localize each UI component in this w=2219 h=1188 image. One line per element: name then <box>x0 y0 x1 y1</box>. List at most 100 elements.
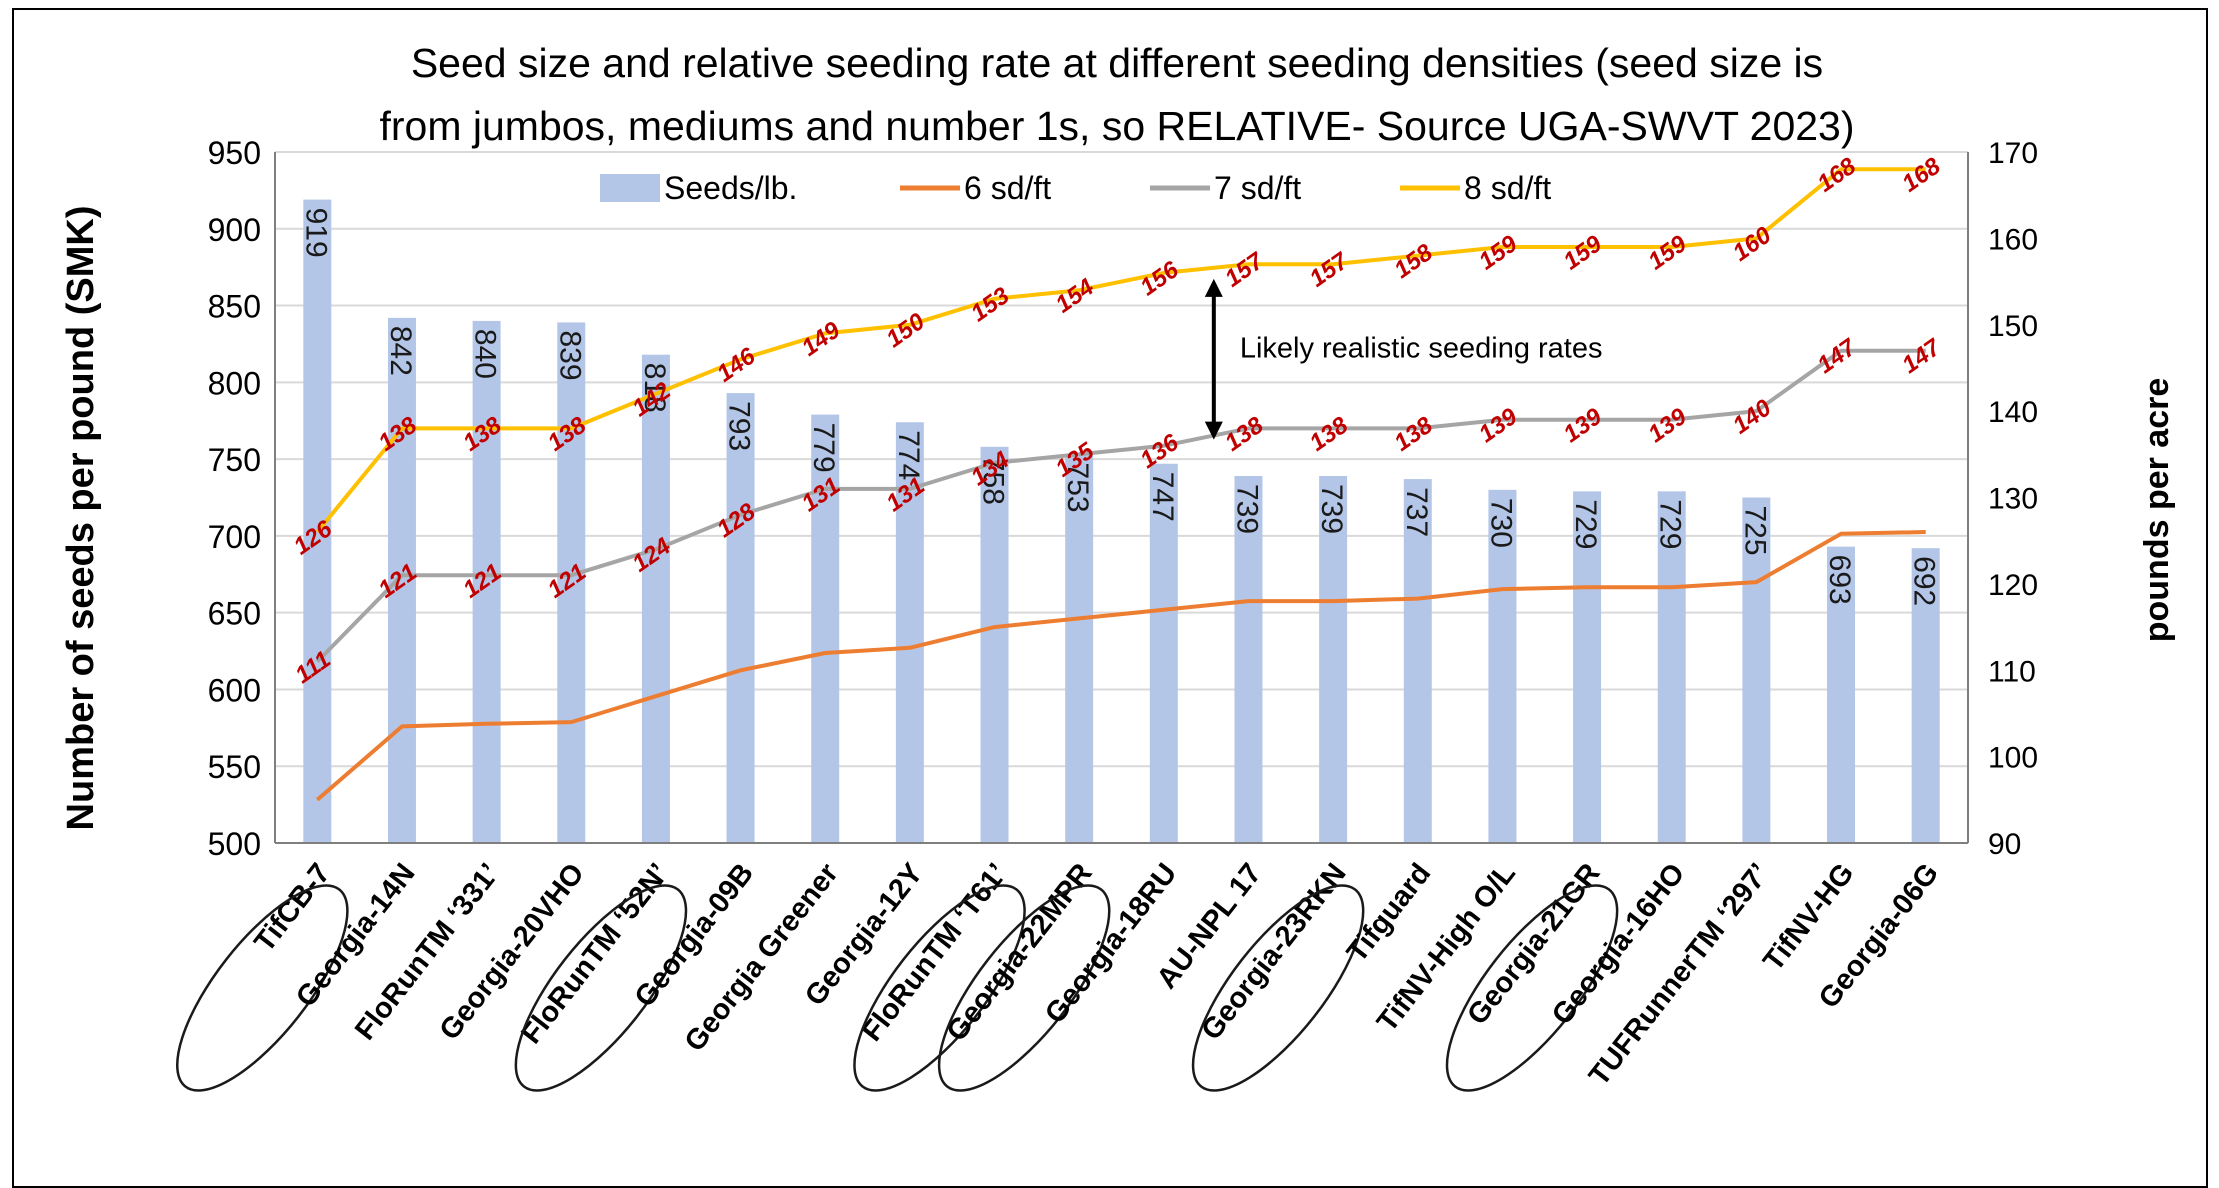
legend-swatch-bar <box>600 174 660 202</box>
y-tick-label: 850 <box>208 289 261 325</box>
bar <box>811 414 840 843</box>
y-tick-label: 700 <box>208 519 261 555</box>
arrowhead-up <box>1204 278 1223 297</box>
bar-value-label: 739 <box>1315 484 1348 534</box>
bar-value-label: 747 <box>1146 472 1179 522</box>
bar <box>472 320 501 843</box>
line-value-label: 153 <box>966 282 1015 327</box>
category-label: FloRunTM ‘T61’ <box>856 858 1014 1048</box>
line-value-label: 154 <box>1051 274 1099 319</box>
bar <box>980 446 1009 843</box>
y-axis-title: Number of seeds per pound (SMK) <box>60 206 102 831</box>
line-value-label: 139 <box>1643 403 1692 448</box>
bar-value-label: 919 <box>299 208 332 258</box>
bar <box>1573 491 1602 843</box>
bar-value-label: 692 <box>1908 556 1941 606</box>
y2-axis-title: pounds per acre <box>2138 378 2176 643</box>
line-value-label: 138 <box>1389 411 1438 456</box>
line-value-label: 159 <box>1559 230 1608 275</box>
bar <box>387 317 416 844</box>
legend-label: 8 sd/ft <box>1464 170 1551 206</box>
bar <box>557 322 586 843</box>
arrowhead-down <box>1204 421 1223 440</box>
y-tick-label: 500 <box>208 826 261 862</box>
series-line-3 <box>315 167 1926 534</box>
bar-value-label: 753 <box>1061 463 1094 513</box>
line-value-label: 157 <box>1305 247 1355 293</box>
annotation: Likely realistic seeding rates <box>1204 278 1603 440</box>
category-label: FloRunTM ‘331’ <box>349 858 506 1047</box>
series-line-2 <box>315 348 1926 664</box>
chart-title-line-1: Seed size and relative seeding rate at d… <box>411 40 1823 86</box>
line-value-label: 138 <box>1305 411 1354 456</box>
category-label: Georgia Greener <box>679 858 845 1058</box>
y2-tick-label: 170 <box>1988 137 2038 170</box>
bar <box>726 393 755 843</box>
line-value-label: 159 <box>1643 230 1692 275</box>
annotation-text: Likely realistic seeding rates <box>1240 333 1603 365</box>
category-label: TifCB-7 <box>248 858 336 959</box>
highlight-ellipse <box>176 884 349 1092</box>
y2-tick-label: 140 <box>1988 396 2038 429</box>
bar-value-label: 774 <box>892 430 925 480</box>
bars <box>303 199 1940 844</box>
line-value-label: 157 <box>1220 247 1270 293</box>
axes: 500 550 600 650 700 750 800 850 900 950 90 100 110 12… <box>208 135 2038 862</box>
bar-value-label: 729 <box>1654 499 1687 549</box>
line-value-label: 149 <box>797 316 846 361</box>
highlight-ellipse <box>514 884 688 1092</box>
y-tick-label: 550 <box>208 749 261 785</box>
bar-value-label: 839 <box>553 330 586 380</box>
y2-tick-label: 150 <box>1988 310 2038 343</box>
y-tick-label: 650 <box>208 596 261 632</box>
legend-label: 6 sd/ft <box>964 170 1051 206</box>
gridlines <box>275 151 1968 768</box>
bar <box>895 422 924 843</box>
highlight-ellipse <box>1191 884 1365 1092</box>
bar-value-label: 739 <box>1230 484 1263 534</box>
y-tick-label: 750 <box>208 442 261 478</box>
line-value-label: 168 <box>1813 152 1862 197</box>
series-lines <box>315 167 1926 802</box>
category-label: Georgia-22MPR <box>941 858 1099 1048</box>
bar <box>1742 497 1771 843</box>
line-value-label: 139 <box>1474 403 1523 448</box>
bar <box>1065 454 1094 843</box>
y-tick-label: 600 <box>208 672 261 708</box>
bar-value-label: 729 <box>1569 499 1602 549</box>
line-value-label: 147 <box>1813 333 1863 379</box>
bar <box>1403 479 1432 843</box>
bar-value-label: 818 <box>638 363 671 413</box>
line-value-label: 147 <box>1897 333 1947 379</box>
line-value-label: 146 <box>712 342 761 387</box>
line-value-label: 159 <box>1474 230 1523 275</box>
y2-tick-label: 130 <box>1988 483 2038 516</box>
bar-value-label: 730 <box>1484 498 1517 548</box>
highlight-ellipse <box>853 884 1026 1092</box>
line-value-label: 138 <box>1220 411 1269 456</box>
category-label: Georgia-23RKN <box>1195 858 1352 1047</box>
bar-value-label: 725 <box>1738 506 1771 556</box>
bar-value-label: 737 <box>1400 487 1433 537</box>
bar-value-label: 693 <box>1823 555 1856 605</box>
y-tick-label: 800 <box>208 365 261 401</box>
bar-value-label: 842 <box>384 326 417 376</box>
highlight-ellipse <box>1445 884 1619 1092</box>
bar <box>1234 476 1263 843</box>
y-tick-label: 950 <box>208 135 261 171</box>
y2-tick-label: 100 <box>1988 742 2038 775</box>
bar <box>1149 463 1178 843</box>
y2-tick-label: 110 <box>1988 655 2036 688</box>
bar <box>1657 491 1686 843</box>
line-value-label: 158 <box>1389 239 1438 284</box>
y2-tick-label: 90 <box>1988 828 2021 861</box>
bar <box>1488 489 1517 843</box>
category-label: FloRunTM ‘52N’ <box>515 858 675 1050</box>
line-value-label: 139 <box>1559 403 1608 448</box>
line-value-label: 156 <box>1135 256 1184 301</box>
y2-tick-label: 160 <box>1988 223 2038 256</box>
bar-value-label: 793 <box>723 401 756 451</box>
bar <box>1827 546 1856 843</box>
